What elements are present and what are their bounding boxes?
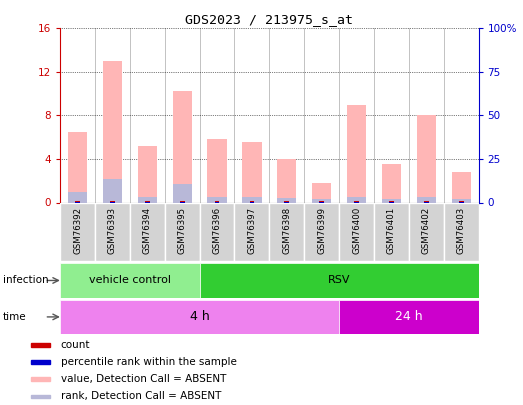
Bar xyxy=(249,200,254,202)
Bar xyxy=(444,202,479,261)
Bar xyxy=(30,343,50,347)
Text: percentile rank within the sample: percentile rank within the sample xyxy=(61,357,236,367)
Bar xyxy=(409,202,444,261)
Bar xyxy=(339,202,374,261)
Text: time: time xyxy=(3,312,26,322)
Bar xyxy=(304,202,339,261)
Text: RSV: RSV xyxy=(328,275,350,286)
Text: rank, Detection Call = ABSENT: rank, Detection Call = ABSENT xyxy=(61,391,221,401)
Text: GSM76392: GSM76392 xyxy=(73,207,82,254)
Text: GSM76397: GSM76397 xyxy=(247,207,256,254)
Bar xyxy=(200,263,479,298)
Bar xyxy=(451,172,471,202)
Bar xyxy=(269,202,304,261)
Text: GSM76403: GSM76403 xyxy=(457,207,465,254)
Bar xyxy=(234,202,269,261)
Text: GSM76400: GSM76400 xyxy=(352,207,361,254)
Bar xyxy=(347,197,366,202)
Bar xyxy=(459,200,463,202)
Bar xyxy=(30,377,50,381)
Bar xyxy=(138,146,157,202)
Text: infection: infection xyxy=(3,275,48,286)
Bar xyxy=(103,179,122,202)
Bar xyxy=(417,197,436,202)
Bar xyxy=(200,202,234,261)
Bar xyxy=(60,202,95,261)
Text: GSM76398: GSM76398 xyxy=(282,207,291,254)
Text: GSM76399: GSM76399 xyxy=(317,207,326,254)
Bar xyxy=(145,200,150,202)
Bar xyxy=(165,202,200,261)
Text: GSM76395: GSM76395 xyxy=(178,207,187,254)
Text: GSM76396: GSM76396 xyxy=(212,207,222,254)
Bar xyxy=(30,394,50,398)
Bar xyxy=(451,199,471,202)
Text: GSM76394: GSM76394 xyxy=(143,207,152,254)
Bar xyxy=(277,159,297,202)
Bar xyxy=(347,104,366,202)
Bar xyxy=(208,139,226,202)
Bar xyxy=(60,300,339,334)
Bar xyxy=(68,192,87,202)
Bar xyxy=(417,115,436,202)
Bar xyxy=(242,142,262,202)
Bar xyxy=(103,61,122,202)
Text: GSM76402: GSM76402 xyxy=(422,207,431,254)
Bar xyxy=(374,202,409,261)
Bar xyxy=(242,197,262,202)
Bar xyxy=(208,197,226,202)
Bar xyxy=(75,200,80,202)
Bar xyxy=(389,200,394,202)
Text: vehicle control: vehicle control xyxy=(89,275,171,286)
Text: 4 h: 4 h xyxy=(190,310,210,324)
Bar xyxy=(277,198,297,202)
Bar xyxy=(424,200,429,202)
Text: count: count xyxy=(61,340,90,350)
Bar xyxy=(138,197,157,202)
Bar xyxy=(173,92,192,202)
Bar xyxy=(339,300,479,334)
Bar xyxy=(60,263,200,298)
Text: value, Detection Call = ABSENT: value, Detection Call = ABSENT xyxy=(61,374,226,384)
Bar xyxy=(285,200,289,202)
Bar xyxy=(30,360,50,364)
Bar xyxy=(312,199,331,202)
Bar xyxy=(354,200,359,202)
Bar xyxy=(180,200,185,202)
Bar xyxy=(319,200,324,202)
Title: GDS2023 / 213975_s_at: GDS2023 / 213975_s_at xyxy=(185,13,354,26)
Text: GSM76393: GSM76393 xyxy=(108,207,117,254)
Bar xyxy=(312,183,331,202)
Text: 24 h: 24 h xyxy=(395,310,423,324)
Bar xyxy=(214,200,220,202)
Bar xyxy=(173,184,192,202)
Text: GSM76401: GSM76401 xyxy=(387,207,396,254)
Bar xyxy=(382,199,401,202)
Bar xyxy=(95,202,130,261)
Bar xyxy=(110,200,115,202)
Bar xyxy=(68,132,87,202)
Bar xyxy=(382,164,401,202)
Bar xyxy=(130,202,165,261)
